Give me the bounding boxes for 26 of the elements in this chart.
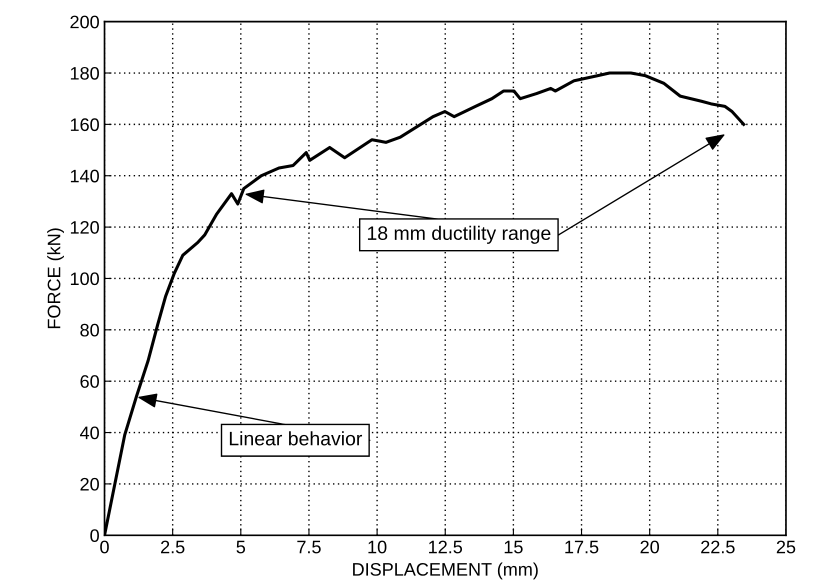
y-tick-label: 200 <box>70 16 99 28</box>
annotation: Linear behavior <box>230 431 362 446</box>
x-tick-label: 5 <box>236 540 246 554</box>
y-tick-label: 180 <box>70 66 99 80</box>
x-tick-label: 22.5 <box>701 540 735 554</box>
y-tick-label: 60 <box>80 375 99 388</box>
annotation: 18 mm ductility range <box>368 226 550 244</box>
y-axis-title: FORCE (kN) <box>47 228 64 328</box>
y-tick-label: 80 <box>80 324 99 337</box>
x-tick-label: 20 <box>640 540 660 554</box>
x-axis-title: DISPLACEMENT (mm) <box>353 562 538 580</box>
x-tick-label: 17.5 <box>565 540 598 554</box>
y-tick-label: 0 <box>90 529 99 542</box>
x-tick-label: 10 <box>368 540 386 554</box>
y-tick-label: 140 <box>70 170 99 182</box>
x-tick-label: 2.5 <box>161 540 184 554</box>
x-tick-label: 25 <box>776 540 796 554</box>
x-tick-label: 7.5 <box>297 540 321 554</box>
x-tick-label: 15 <box>504 540 523 554</box>
y-tick-label: 40 <box>80 426 99 440</box>
x-tick-label: 12.5 <box>429 540 462 554</box>
y-tick-label: 120 <box>70 221 99 234</box>
y-tick-label: 160 <box>70 118 99 132</box>
y-tick-label: 20 <box>80 478 99 491</box>
x-tick-label: 0 <box>100 540 109 554</box>
y-tick-label: 100 <box>70 272 99 286</box>
